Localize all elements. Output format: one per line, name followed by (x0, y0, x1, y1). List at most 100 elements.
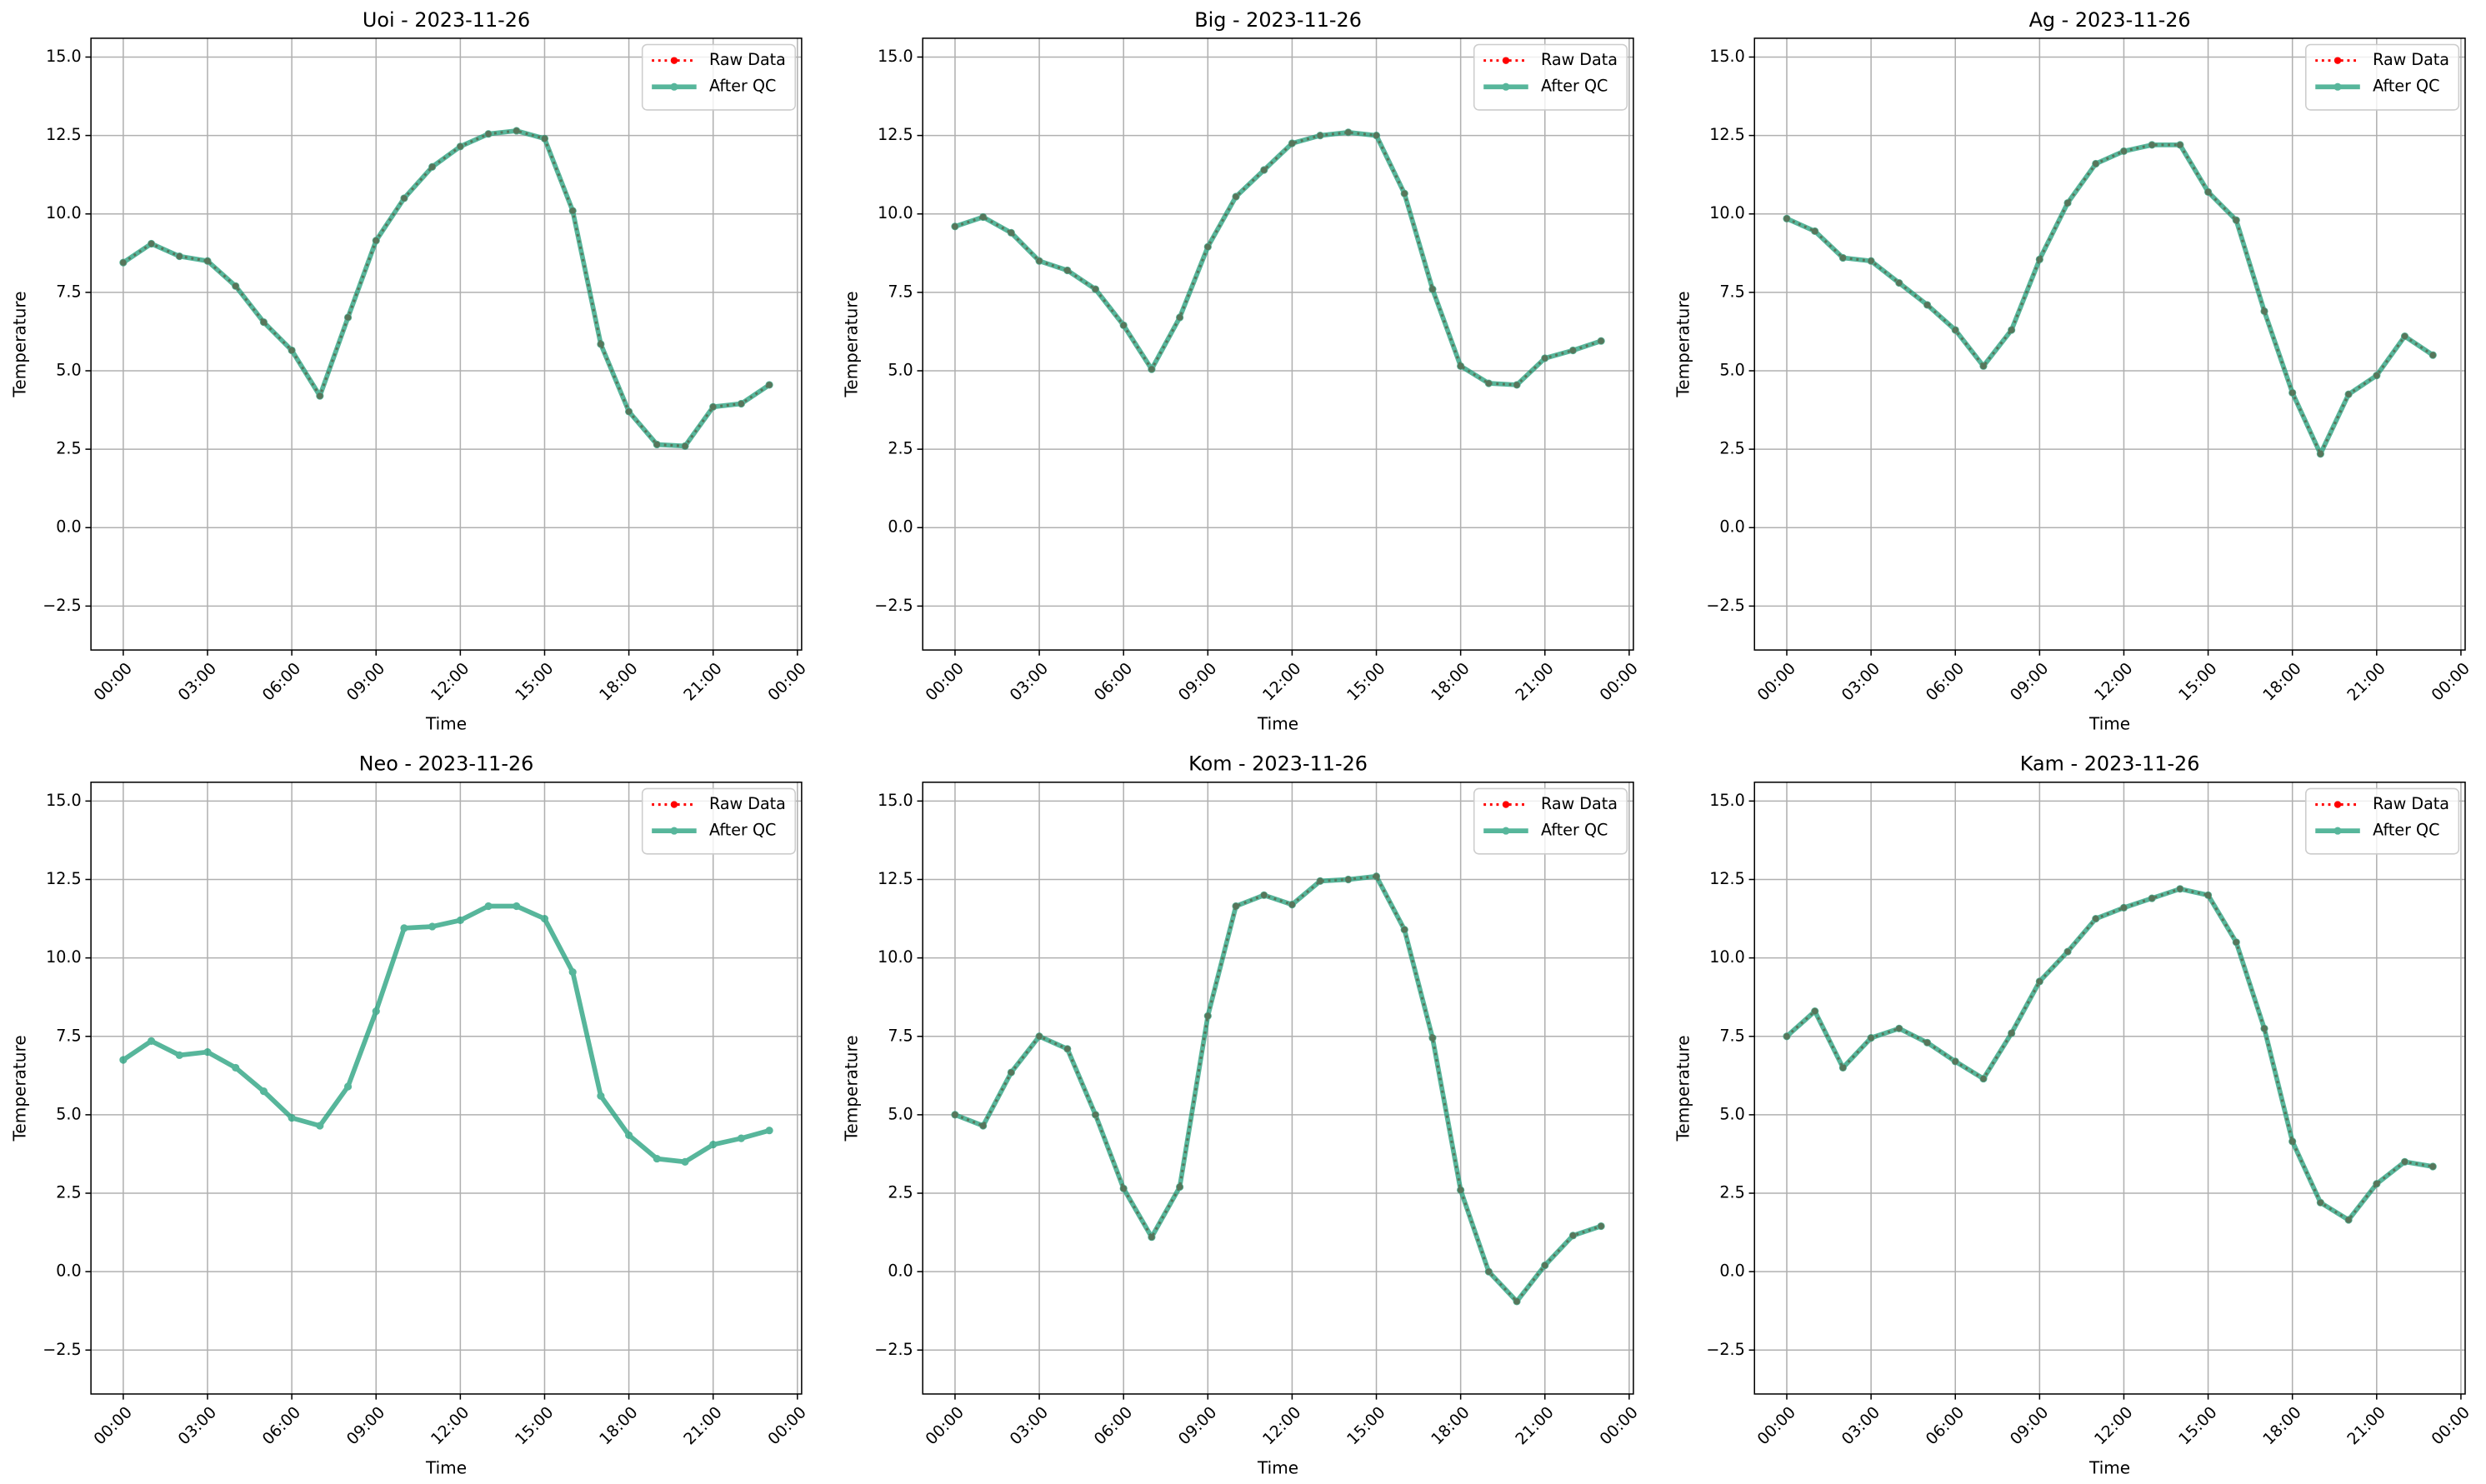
x-tick-label: 15:00 (1343, 1402, 1388, 1448)
legend-label: After QC (709, 821, 776, 840)
y-tick-label: 0.0 (1719, 517, 1744, 537)
series-marker (2063, 947, 2072, 956)
series-marker (1035, 257, 1043, 265)
x-tick-label: 18:00 (1428, 1402, 1473, 1448)
series-marker (1541, 354, 1549, 362)
x-tick-label: 12:00 (2090, 1402, 2136, 1448)
series-marker (343, 1082, 353, 1091)
raw-series (952, 129, 1604, 388)
series-marker (2008, 326, 2016, 334)
series-marker (1232, 902, 1240, 911)
series-marker (979, 212, 988, 222)
x-tick-label: 18:00 (2259, 658, 2305, 704)
series-marker (1568, 346, 1578, 355)
series-marker (2288, 1137, 2297, 1146)
series-marker (259, 318, 268, 327)
x-tick-label: 21:00 (2343, 658, 2389, 704)
legend-box (1473, 43, 1628, 111)
x-tick-label: 03:00 (1006, 658, 1052, 704)
legend-box (641, 43, 797, 111)
x-tick-label: 15:00 (511, 1402, 557, 1448)
y-tick-label: 12.5 (878, 125, 913, 144)
x-tick-label: 12:00 (2090, 658, 2136, 704)
series-marker (1895, 278, 1903, 287)
legend: Raw Data After QC (2305, 787, 2460, 855)
x-tick-label: 15:00 (1343, 658, 1388, 704)
y-tick-label: 0.0 (888, 517, 913, 537)
x-axis-label: Time (1257, 1457, 1298, 1477)
series-line (1785, 887, 2433, 1222)
y-axis-label: Temperature (10, 1035, 30, 1142)
series-marker (1316, 132, 1324, 140)
x-axis-label: Time (425, 713, 467, 733)
x-tick-label: 09:00 (2006, 1402, 2052, 1448)
series-marker (1260, 891, 1268, 899)
series-marker (259, 1087, 268, 1096)
y-tick-label: 12.5 (1709, 125, 1745, 144)
series-marker (1372, 132, 1381, 140)
series-marker (951, 222, 959, 231)
series-marker (232, 1063, 240, 1072)
y-axis-label: Temperature (10, 291, 30, 397)
series-marker (1923, 301, 1932, 309)
x-axis-label: Time (2088, 1457, 2130, 1477)
series-marker (1007, 1068, 1015, 1077)
legend: Raw Data After QC (641, 43, 797, 111)
legend-label: After QC (1541, 821, 1608, 840)
series-marker (1148, 1233, 1156, 1242)
series-marker (316, 392, 324, 400)
plot-frame (1753, 37, 2466, 651)
x-tick-label: 12:00 (427, 658, 473, 704)
x-tick-label: 18:00 (2259, 1402, 2305, 1448)
legend-label: Raw Data (1541, 50, 1618, 69)
legend-label: Raw Data (1541, 794, 1618, 813)
legend-entry (1483, 82, 1528, 91)
series-marker (2035, 255, 2043, 263)
y-tick-label: 10.0 (878, 203, 913, 222)
series-marker (1400, 189, 1408, 197)
subplot: Ag - 2023-11-26 −2.5 0.0 2.5 5.0 7.5 10.0 12.5 1… (1673, 8, 2473, 734)
series-marker (1457, 362, 1465, 370)
series-marker (2119, 147, 2128, 156)
series-marker (540, 914, 549, 923)
series-marker (1923, 1038, 1932, 1047)
raw-series (1783, 142, 2437, 457)
y-axis-label: Temperature (842, 1035, 862, 1142)
series-marker (709, 1141, 718, 1149)
legend-marker (2333, 57, 2342, 64)
series-marker (1838, 1063, 1848, 1072)
x-tick-label: 00:00 (1753, 1402, 1799, 1448)
legend-entry (2315, 801, 2360, 808)
series-marker (119, 1056, 128, 1064)
series-marker (625, 407, 633, 416)
plot-frame (90, 37, 803, 651)
series-marker (1232, 192, 1240, 201)
series-marker (2428, 1162, 2437, 1171)
y-tick-label: 15.0 (878, 47, 913, 66)
legend-entry (652, 827, 697, 835)
series-marker (1063, 1045, 1072, 1053)
y-tick-label: −2.5 (1706, 1340, 1744, 1359)
y-axis-label: Temperature (1673, 1035, 1693, 1142)
series-marker (2316, 450, 2324, 458)
subplot: Uoi - 2023-11-26 −2.5 0.0 2.5 5.0 7.5 10.0 12.5… (10, 8, 810, 734)
series-line (123, 129, 770, 447)
series-marker (540, 134, 549, 142)
x-tick-label: 00:00 (90, 1402, 136, 1448)
y-tick-label: 2.5 (1719, 1183, 1744, 1202)
raw-series (952, 872, 1604, 1305)
series-marker (1979, 1074, 1988, 1083)
series-marker (1344, 875, 1353, 884)
series-marker (148, 1037, 156, 1045)
y-tick-label: 5.0 (1719, 360, 1744, 379)
legend-label: Raw Data (709, 50, 786, 69)
series-marker (456, 142, 464, 151)
subplot: Neo - 2023-11-26 −2.5 0.0 2.5 5.0 7.5 10.0 12.5… (10, 752, 810, 1478)
x-tick-label: 09:00 (343, 1402, 388, 1448)
series-marker (2092, 159, 2100, 168)
series-marker (1400, 926, 1408, 934)
legend-label: After QC (2373, 821, 2439, 840)
x-tick-label: 12:00 (1258, 1402, 1304, 1448)
series-marker (765, 381, 773, 389)
y-tick-label: 15.0 (46, 47, 82, 66)
